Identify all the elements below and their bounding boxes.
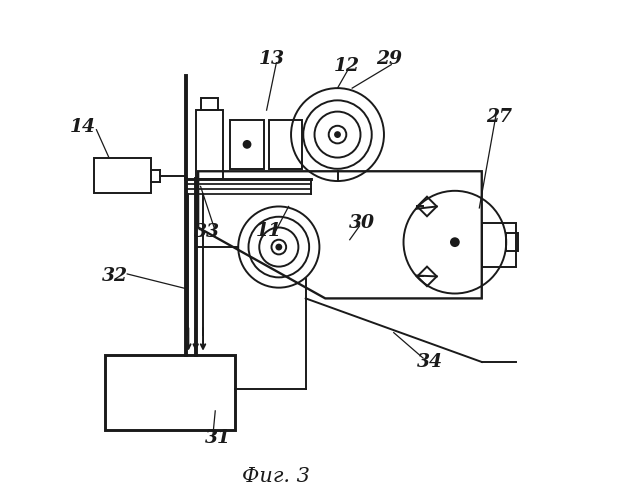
Text: 29: 29 xyxy=(376,50,402,68)
Text: 12: 12 xyxy=(333,57,359,75)
Text: 32: 32 xyxy=(102,267,128,285)
Text: 34: 34 xyxy=(418,353,444,371)
Circle shape xyxy=(450,238,460,247)
Bar xyxy=(105,355,235,431)
Bar xyxy=(269,120,302,169)
Bar xyxy=(196,110,223,179)
Bar xyxy=(506,234,519,251)
Text: 31: 31 xyxy=(204,429,231,447)
Bar xyxy=(230,120,264,169)
Bar xyxy=(201,98,218,110)
Bar xyxy=(95,158,151,193)
Bar xyxy=(481,223,516,266)
Circle shape xyxy=(334,131,341,138)
Circle shape xyxy=(243,140,251,149)
Text: 33: 33 xyxy=(194,224,220,242)
Circle shape xyxy=(275,244,282,250)
Text: 30: 30 xyxy=(349,214,375,232)
Text: 11: 11 xyxy=(256,222,282,240)
Text: 14: 14 xyxy=(70,118,96,136)
Text: 13: 13 xyxy=(259,50,285,68)
Text: 27: 27 xyxy=(486,108,512,126)
Text: Фиг. 3: Фиг. 3 xyxy=(242,468,310,487)
